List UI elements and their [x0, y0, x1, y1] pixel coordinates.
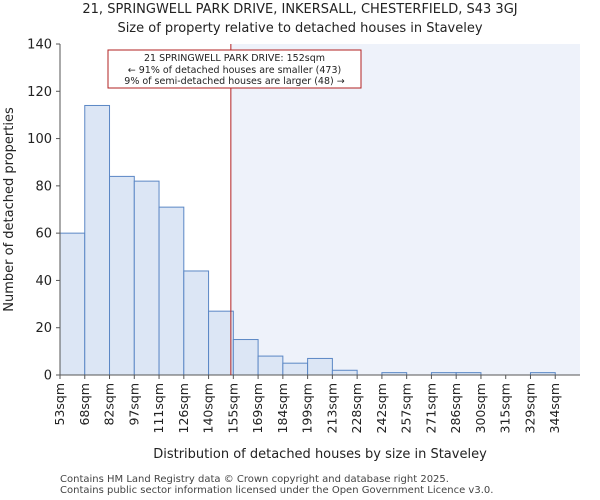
x-tick-label: 344sqm: [547, 383, 562, 433]
x-tick-label: 213sqm: [324, 383, 339, 433]
y-axis-label: Number of detached properties: [2, 107, 17, 312]
bar: [208, 310, 234, 376]
x-tick-label: 82sqm: [102, 383, 117, 426]
highlight-region: [230, 44, 580, 375]
y-tick-label: 100: [27, 132, 52, 147]
x-tick-label: 53sqm: [52, 383, 67, 426]
x-tick-label: 257sqm: [399, 383, 414, 433]
bar: [109, 175, 135, 376]
x-tick-label: 140sqm: [201, 383, 216, 433]
bar: [133, 180, 160, 376]
annotation-line-1: 21 SPRINGWELL PARK DRIVE: 152sqm: [144, 53, 325, 64]
chart-subtitle: Size of property relative to detached ho…: [117, 21, 483, 36]
y-tick-label: 0: [44, 369, 52, 384]
x-tick-label: 199sqm: [300, 383, 315, 433]
x-tick-label: 111sqm: [151, 383, 166, 433]
y-tick-label: 40: [35, 274, 52, 289]
x-tick-label: 169sqm: [250, 383, 265, 433]
bar: [84, 104, 111, 376]
x-tick-label: 228sqm: [349, 383, 364, 433]
x-tick-label: 286sqm: [448, 383, 463, 433]
bar: [158, 206, 185, 376]
annotation-line-3: 9% of semi-detached houses are larger (4…: [124, 76, 344, 87]
bar: [257, 355, 284, 376]
annotation-box: [107, 49, 362, 89]
x-tick-label: 126sqm: [176, 383, 191, 433]
bar: [232, 339, 259, 376]
x-tick-label: 271sqm: [423, 383, 438, 433]
x-axis-label: Distribution of detached houses by size …: [153, 447, 487, 462]
y-tick-label: 140: [27, 38, 52, 53]
y-tick-label: 120: [27, 85, 52, 100]
x-tick-label: 155sqm: [225, 383, 240, 433]
bar: [59, 232, 86, 376]
x-tick-label: 300sqm: [473, 383, 488, 433]
bar: [282, 362, 309, 376]
x-tick-label: 97sqm: [126, 383, 141, 426]
x-tick-label: 329sqm: [522, 383, 537, 433]
y-tick-label: 60: [35, 227, 52, 242]
chart-title: 21, SPRINGWELL PARK DRIVE, INKERSALL, CH…: [82, 2, 518, 17]
footer-line-1: Contains HM Land Registry data © Crown c…: [60, 474, 449, 485]
bar: [331, 369, 358, 376]
x-tick-label: 68sqm: [77, 383, 92, 426]
x-tick-label: 242sqm: [374, 383, 389, 433]
footer-line-2: Contains public sector information licen…: [60, 485, 494, 496]
y-tick-label: 80: [35, 179, 52, 194]
y-tick-label: 20: [35, 321, 52, 336]
bar: [307, 357, 333, 376]
x-tick-label: 184sqm: [275, 383, 290, 433]
annotation-line-2: ← 91% of detached houses are smaller (47…: [128, 65, 341, 76]
bar: [183, 270, 210, 376]
x-tick-label: 315sqm: [498, 383, 513, 433]
